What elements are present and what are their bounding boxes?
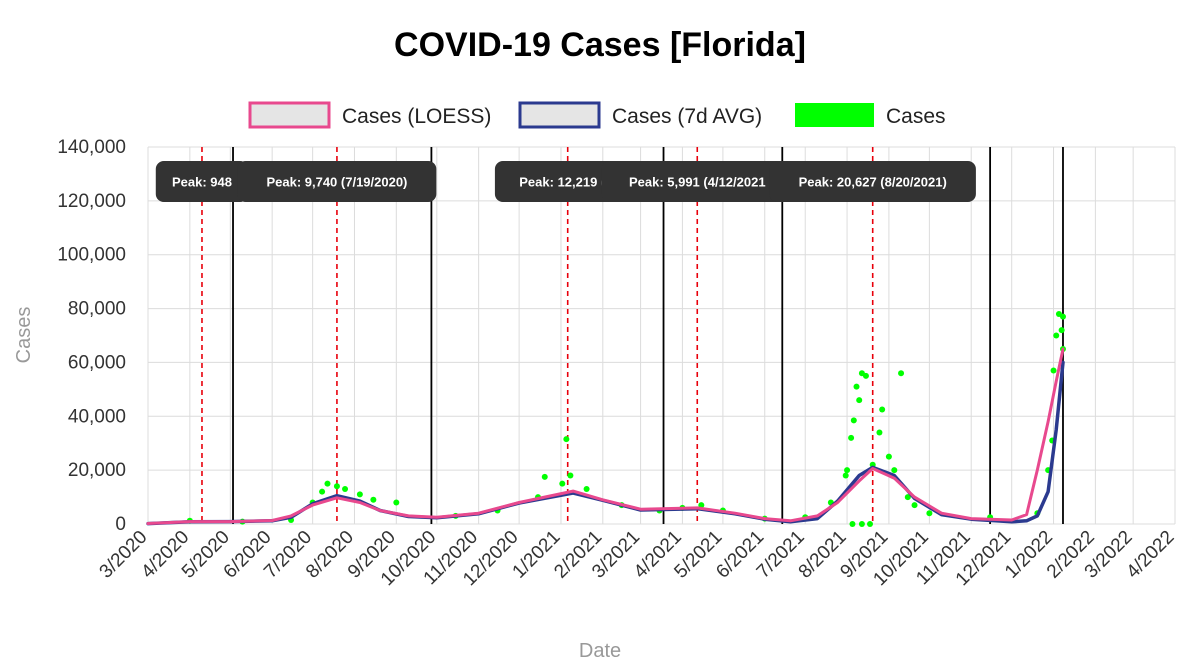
case-point	[842, 472, 849, 479]
y-tick-label: 60,000	[68, 352, 126, 373]
chart-title: COVID-19 Cases [Florida]	[394, 26, 806, 64]
y-tick-label: 140,000	[57, 137, 126, 158]
grid	[147, 146, 1176, 525]
case-point	[844, 467, 851, 474]
x-axis-ticks: 3/20204/20205/20206/20207/20208/20209/20…	[96, 527, 1179, 590]
case-point	[1053, 332, 1060, 339]
reference-lines	[201, 147, 1064, 524]
peak-label-text: Peak: 9,740 (7/19/2020)	[266, 175, 407, 190]
case-point	[898, 370, 905, 377]
loess-line	[146, 347, 1065, 525]
case-point	[356, 491, 363, 498]
case-point	[1050, 367, 1057, 374]
cases-scatter	[186, 310, 1066, 527]
case-point	[850, 417, 857, 424]
case-point	[583, 485, 590, 492]
peak-label-bg	[237, 161, 437, 202]
case-point	[853, 383, 860, 390]
case-point	[541, 473, 548, 480]
case-point	[849, 521, 856, 527]
case-point	[911, 502, 918, 509]
case-point	[319, 488, 326, 495]
peak-label: Peak: 20,627 (8/20/2021)	[769, 161, 976, 202]
y-tick-label: 100,000	[57, 245, 126, 266]
peak-label-text: Peak: 20,627 (8/20/2021)	[799, 175, 947, 190]
y-axis-title: Cases	[13, 307, 35, 364]
x-axis-title: Date	[579, 640, 621, 662]
case-point	[698, 502, 705, 509]
y-tick-label: 0	[115, 514, 126, 535]
case-point	[567, 472, 574, 479]
legend[interactable]: Cases (LOESS) Cases (7d AVG) Cases	[248, 101, 946, 129]
peak-label-text: Peak: 12,219 (1/	[519, 175, 616, 190]
case-point	[862, 372, 869, 379]
case-point	[324, 480, 331, 487]
y-tick-label: 80,000	[68, 299, 126, 320]
case-point	[1059, 313, 1066, 320]
case-point	[370, 496, 377, 503]
legend-label-cases[interactable]: Cases	[886, 105, 946, 128]
peak-label-bg	[155, 161, 249, 202]
peak-label: Peak: 9,740 (7/19/2020)	[237, 161, 437, 202]
case-point	[559, 480, 566, 487]
y-tick-label: 20,000	[68, 460, 126, 481]
y-tick-label: 40,000	[68, 406, 126, 427]
legend-swatch-cases[interactable]	[795, 103, 874, 127]
case-point	[891, 467, 898, 474]
case-point	[1058, 327, 1065, 334]
legend-swatch-avg[interactable]	[518, 101, 601, 129]
case-point	[885, 453, 892, 460]
legend-label-avg[interactable]: Cases (7d AVG)	[612, 105, 762, 128]
case-point	[867, 521, 874, 527]
legend-swatch-loess[interactable]	[248, 101, 331, 129]
case-point	[876, 429, 883, 436]
case-point	[342, 485, 349, 492]
series-lines	[146, 347, 1065, 526]
x-tick-label: 4/2022	[1123, 527, 1179, 583]
peak-label-bg	[601, 161, 793, 202]
case-point	[393, 499, 400, 506]
case-point	[858, 521, 865, 527]
peak-label: Peak: 948	[155, 161, 249, 202]
case-point	[879, 406, 886, 413]
legend-label-loess[interactable]: Cases (LOESS)	[342, 105, 491, 128]
peak-label-bg	[769, 161, 976, 202]
peak-labels: Peak: 948 Peak: 9,740 (7/19/2020) Peak: 12…	[155, 161, 976, 202]
peak-label: Peak: 5,991 (4/12/2021	[601, 161, 793, 202]
y-tick-label: 120,000	[57, 191, 126, 212]
case-point	[904, 494, 911, 501]
case-point	[926, 510, 933, 517]
case-point	[333, 483, 340, 490]
peak-label-text: Peak: 5,991 (4/12/2021	[629, 175, 766, 190]
case-point	[856, 397, 863, 404]
case-point	[848, 434, 855, 441]
case-point	[563, 436, 570, 443]
y-axis-ticks: 0 20,000 40,000 60,000 80,000 100,000 120,000 1…	[57, 137, 126, 535]
peak-label-text: Peak: 948	[172, 175, 232, 190]
